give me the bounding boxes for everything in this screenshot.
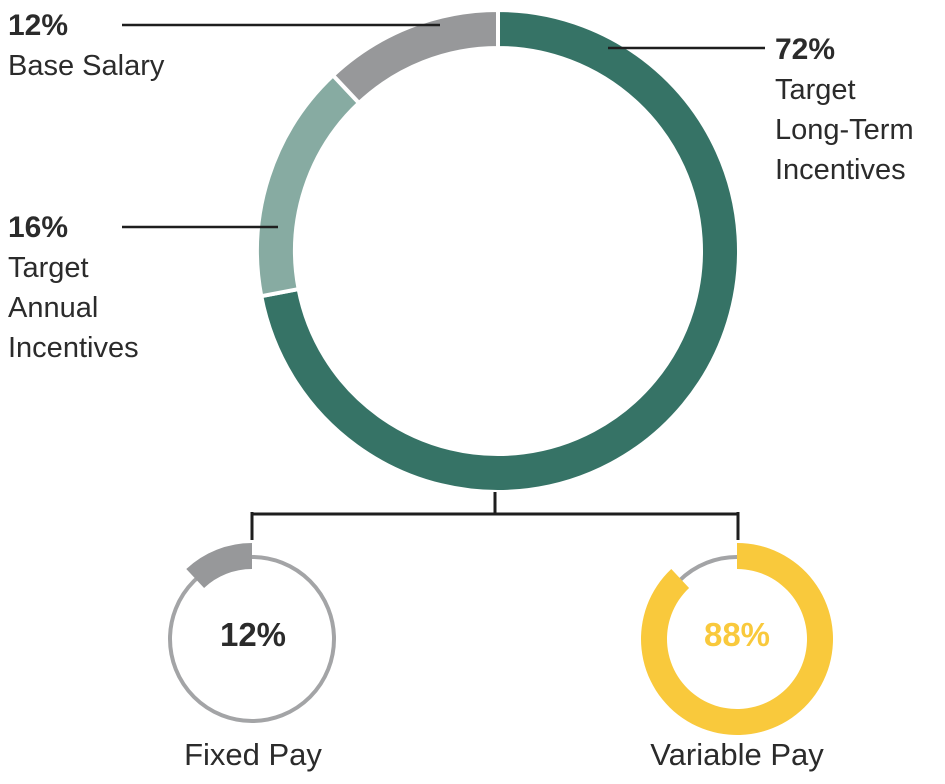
- fixed-pay-highlight-arc: [186, 543, 252, 588]
- label-annual-incentives-line-2: Annual: [8, 292, 99, 324]
- fixed-pay-value: 12%: [219, 616, 287, 653]
- leader-lines: [122, 23, 765, 229]
- slice-long-term-incentives: [258, 7, 741, 494]
- label-base-salary: 12% Base Salary: [8, 6, 164, 86]
- label-annual-incentives-line-3: Incentives: [8, 332, 139, 364]
- main-donut: [255, 7, 741, 494]
- variable-pay-donut: [641, 543, 833, 735]
- label-base-salary-pct: 12%: [8, 9, 69, 42]
- fixed-pay-donut: [168, 543, 336, 723]
- label-base-salary-line-1: Base Salary: [8, 50, 165, 82]
- fixed-pay-caption: Fixed Pay: [184, 737, 322, 772]
- variable-pay-caption: Variable Pay: [650, 737, 824, 772]
- label-annual-incentives-pct: 16%: [8, 211, 69, 244]
- variable-pay-value: 88%: [703, 616, 771, 653]
- slice-base-salary: [330, 7, 500, 106]
- label-annual-incentives: 16% Target Annual Incentives: [8, 208, 139, 368]
- label-long-term-incentives-pct: 72%: [775, 33, 836, 66]
- slice-annual-incentives: [255, 72, 362, 299]
- label-long-term-incentives: 72% Target Long-Term Incentives: [775, 30, 914, 190]
- split-bracket: [250, 492, 740, 540]
- label-long-term-incentives-line-2: Long-Term: [775, 114, 914, 146]
- label-long-term-incentives-line-1: Target: [775, 74, 856, 106]
- label-annual-incentives-line-1: Target: [8, 252, 89, 284]
- label-long-term-incentives-line-3: Incentives: [775, 154, 906, 186]
